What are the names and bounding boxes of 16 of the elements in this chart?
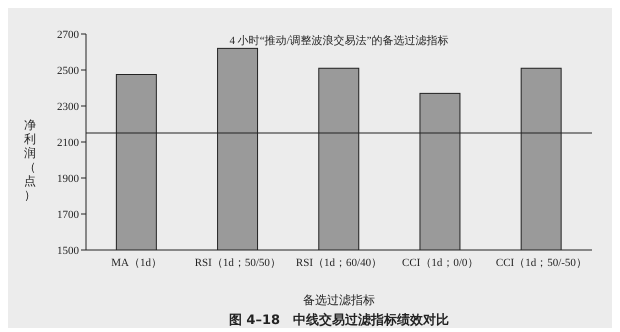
y-tick-label: 2100 — [57, 136, 80, 149]
y-axis-title: 净利润（点） — [24, 118, 36, 202]
x-tick-label: MA（1d） — [111, 256, 162, 269]
x-axis-title: 备选过滤指标 — [303, 293, 375, 307]
y-tick-label: 2500 — [57, 64, 80, 77]
x-tick-label: RSI（1d；60/40） — [296, 256, 382, 269]
y-tick-label: 1900 — [57, 172, 80, 185]
x-tick-label: CCI（1d；0/0） — [402, 256, 478, 269]
y-tick-label: 2300 — [57, 100, 80, 113]
chart-title: 4 小时“推动/调整波浪交易法”的备选过滤指标 — [229, 34, 449, 47]
y-tick-label: 2700 — [57, 28, 80, 41]
y-tick-label: 1500 — [57, 244, 80, 257]
y-tick-label: 1700 — [57, 208, 80, 221]
caption: 图 4–18 中线交易过滤指标绩效对比 — [228, 312, 450, 328]
x-tick-label: RSI（1d；50/50） — [194, 256, 281, 269]
x-tick-label: CCI（1d；50/-50） — [496, 256, 587, 269]
